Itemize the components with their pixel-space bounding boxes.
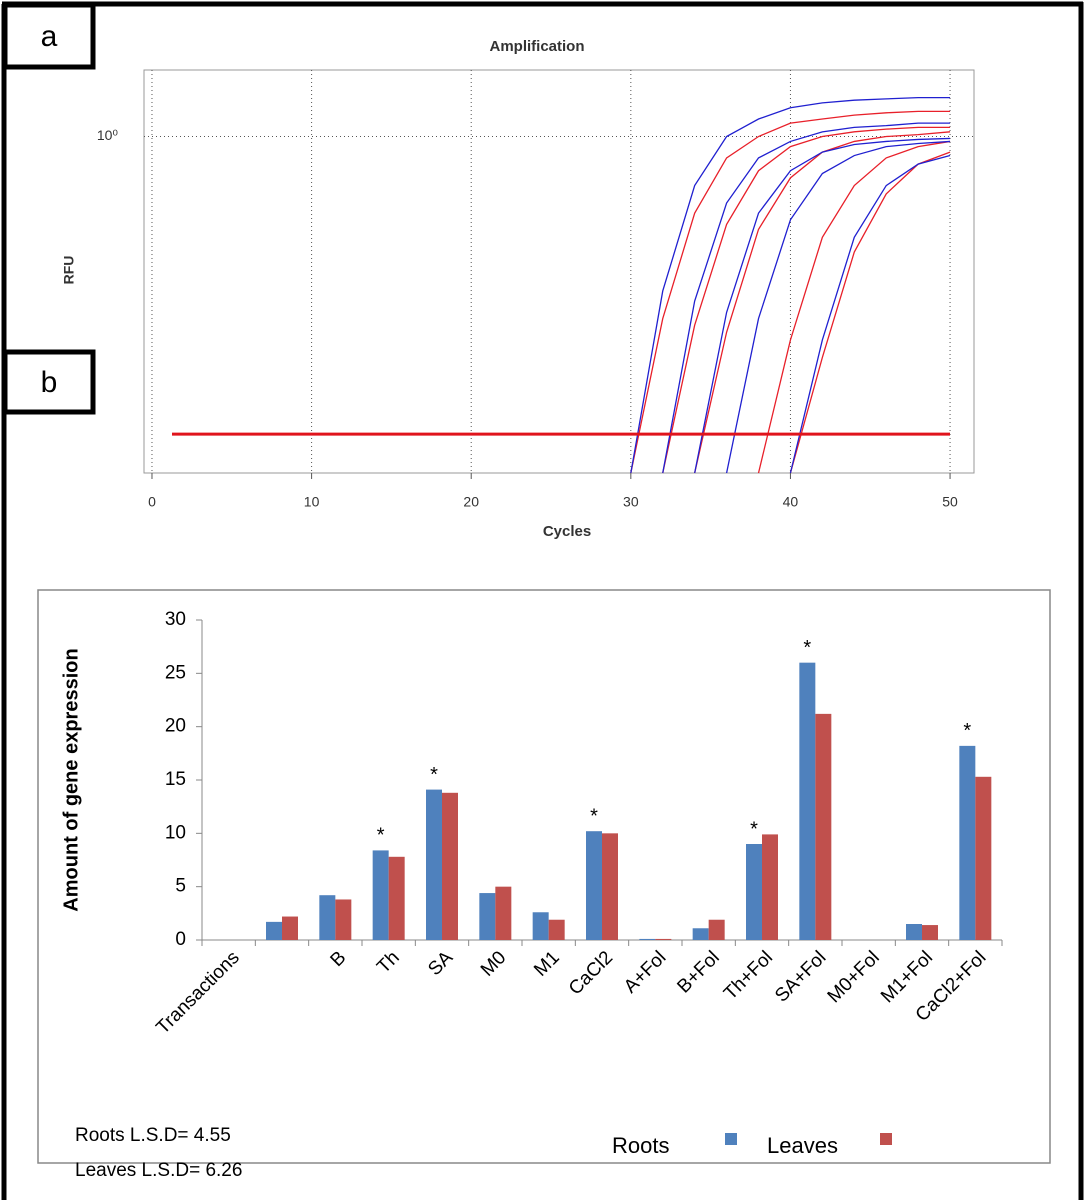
y-tick-label: 20 <box>165 716 186 737</box>
bar <box>975 776 992 940</box>
significance-mark: * <box>377 825 385 847</box>
y-tick-label: 30 <box>165 609 186 630</box>
bar <box>762 834 778 940</box>
amplification-curve <box>757 140 951 474</box>
bar <box>922 925 938 940</box>
amplification-curve <box>725 140 951 474</box>
amplification-curve <box>662 122 951 474</box>
panel-box <box>2 349 96 415</box>
bar <box>959 745 976 940</box>
x-tick-label: 10 <box>304 494 320 510</box>
x-tick-label: 20 <box>463 494 479 510</box>
annotation: Roots L.S.D= 4.55 <box>75 1125 231 1146</box>
panel-box <box>2 2 96 70</box>
amplification-curve <box>789 154 951 474</box>
bar <box>335 899 352 940</box>
bar <box>442 792 458 940</box>
significance-mark: * <box>750 818 758 840</box>
panel-label: b <box>41 366 58 399</box>
amplification-curve <box>630 96 951 474</box>
significance-mark: * <box>803 637 811 659</box>
bar <box>692 928 709 940</box>
bar <box>426 789 442 940</box>
y-tick-label: 5 <box>175 876 186 897</box>
amplification-curve <box>662 126 951 474</box>
bar <box>746 844 762 940</box>
amplification-curve <box>694 131 951 474</box>
x-axis-label: Cycles <box>543 523 591 540</box>
significance-mark: * <box>430 764 438 786</box>
y-tick-label: 15 <box>165 769 186 790</box>
bar <box>532 912 549 940</box>
bar <box>479 893 496 940</box>
y-axis-label: Amount of gene expression <box>60 648 82 911</box>
significance-mark: * <box>590 805 598 827</box>
bar <box>602 833 618 940</box>
bar <box>266 921 282 940</box>
bar <box>319 895 336 940</box>
annotation: Leaves L.S.D= 6.26 <box>75 1160 242 1181</box>
y-tick-label: 10 <box>165 822 186 843</box>
bar <box>815 713 832 940</box>
legend-label: Roots <box>612 1133 669 1158</box>
bar <box>655 938 672 940</box>
y-axis-label: RFU <box>61 256 77 285</box>
legend-swatch <box>725 1133 737 1145</box>
bar <box>388 856 405 940</box>
bar <box>548 919 565 940</box>
y-tick-label: 25 <box>165 662 186 683</box>
amplification-curve <box>789 151 951 474</box>
bar <box>906 924 922 940</box>
amplification-curve <box>694 137 951 474</box>
y-tick-label: 10⁰ <box>97 127 119 143</box>
bar <box>586 831 602 940</box>
bar <box>799 662 816 940</box>
x-tick-label: 50 <box>942 494 958 510</box>
chart-title: Amplification <box>489 38 584 55</box>
y-tick-label: 0 <box>175 929 186 950</box>
x-tick-label: 0 <box>148 494 156 510</box>
significance-mark: * <box>963 720 971 742</box>
legend-label: Leaves <box>767 1133 838 1158</box>
bar <box>372 850 389 940</box>
plot-area <box>143 69 975 474</box>
amplification-curve <box>630 110 951 474</box>
x-tick-label: 40 <box>783 494 799 510</box>
x-tick-label: 30 <box>623 494 639 510</box>
bar <box>495 886 512 940</box>
panel-label: a <box>41 20 58 53</box>
legend-swatch <box>880 1133 892 1145</box>
bar <box>708 919 725 940</box>
bar <box>639 938 656 940</box>
chart-box <box>37 589 1051 1164</box>
bar <box>282 916 298 940</box>
